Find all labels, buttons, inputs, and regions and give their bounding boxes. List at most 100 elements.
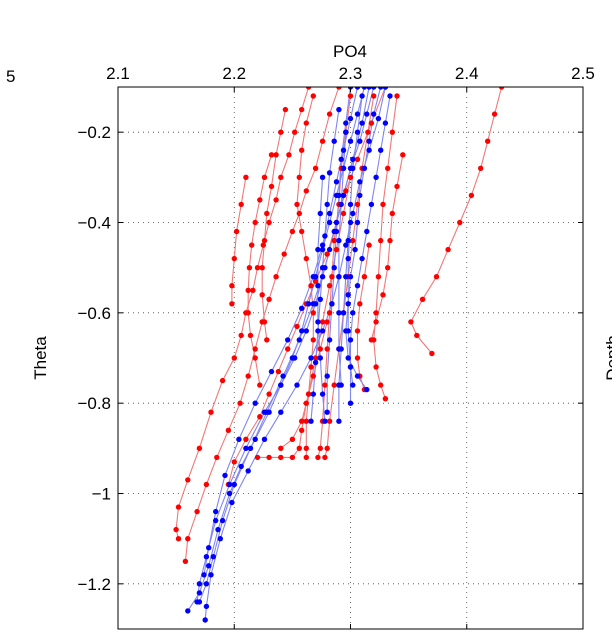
red-data-point [310,337,316,343]
x-tick-label: 2.4 [455,64,479,83]
red-data-point [208,409,214,415]
blue-data-point [343,242,349,248]
blue-profile-line [349,95,391,386]
blue-data-point [208,572,214,578]
red-data-point [333,246,340,253]
blue-data-point [326,210,333,217]
blue-data-point [326,246,333,253]
red-data-point [278,174,284,180]
red-data-point [310,373,316,379]
blue-data-point [357,192,363,199]
red-data-point [354,328,361,334]
y-tick-label: −1 [92,485,111,504]
blue-data-point [317,210,323,217]
red-data-point [478,165,484,171]
red-profile-line [373,95,398,399]
blue-data-point [350,210,356,217]
x-tick-label: 2.3 [339,64,363,83]
blue-data-point [201,572,207,578]
red-profile-line [356,245,370,390]
blue-data-point [299,305,305,311]
blue-data-point [368,201,375,208]
red-data-point [336,87,342,90]
blue-data-point [252,400,258,406]
blue-data-point [331,265,337,271]
blue-profile-line [338,132,347,386]
blue-data-point [203,581,210,587]
red-data-point [246,265,253,271]
red-data-point [273,274,279,280]
blue-data-point [268,368,275,375]
series-lines [175,87,503,621]
red-data-point [329,274,335,280]
red-data-point [324,319,330,325]
red-data-point [347,93,354,99]
red-data-point [445,246,451,253]
blue-data-point [305,301,312,307]
blue-data-point [322,233,328,239]
red-data-point [296,210,302,217]
blue-data-point [364,111,370,117]
red-data-point [266,296,272,302]
red-data-point [361,274,368,280]
blue-data-point [312,359,319,366]
blue-profile-line [347,222,352,404]
blue-data-point [213,517,219,524]
red-data-point [468,192,475,199]
red-data-point [261,319,268,325]
red-data-point [308,283,314,289]
blue-data-point [203,554,210,560]
red-data-point [498,87,505,90]
red-data-point [182,558,189,564]
red-data-point [294,201,300,208]
red-data-point [173,526,179,533]
blue-data-point [361,87,368,90]
blue-data-point [238,463,244,470]
red-data-point [305,87,312,90]
red-data-point [429,350,435,357]
blue-data-point [350,310,356,316]
blue-data-point [326,170,333,176]
blue-data-point [354,373,361,379]
blue-data-point [296,337,302,343]
red-data-point [231,459,237,465]
blue-data-point [382,87,389,90]
blue-data-point [336,106,342,113]
red-data-point [252,355,258,361]
blue-data-point [352,246,358,253]
blue-data-point [319,391,326,397]
red-data-point [366,242,372,248]
red-data-point [308,364,314,370]
blue-data-point [252,436,258,442]
red-profile-line [247,154,273,386]
red-data-point [385,165,391,171]
clipped-right-label: Depth [603,335,612,380]
blue-data-point [299,328,305,334]
blue-data-point [387,93,393,99]
blue-data-point [289,355,296,361]
red-data-point [354,355,361,361]
blue-data-point [338,382,344,388]
y-tick-label: −0.4 [77,214,111,233]
blue-data-point [345,237,351,244]
blue-data-point [338,201,344,208]
red-data-point [245,373,251,379]
blue-data-point [347,364,354,370]
red-data-point [319,319,326,325]
blue-data-point [280,373,286,379]
red-profile-line [317,95,352,458]
blue-data-point [333,179,340,185]
red-data-point [378,382,384,388]
red-data-point [278,129,284,135]
blue-data-point [340,192,347,199]
red-data-point [260,242,266,248]
red-profile-line [184,87,340,562]
red-data-point [389,129,395,135]
red-data-point [380,201,386,208]
red-data-point [322,382,328,388]
red-data-point [289,228,296,235]
blue-data-point [375,115,382,122]
blue-data-point [222,472,228,479]
blue-data-point [366,138,372,144]
red-data-point [250,287,256,293]
